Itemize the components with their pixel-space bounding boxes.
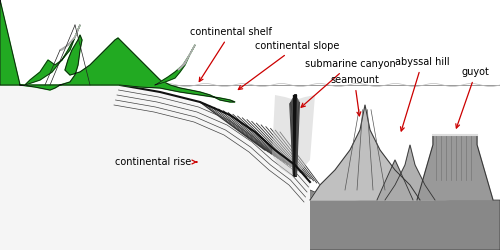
Polygon shape <box>417 135 493 200</box>
Polygon shape <box>0 85 310 250</box>
Polygon shape <box>155 45 195 85</box>
Polygon shape <box>272 95 315 175</box>
Polygon shape <box>310 105 420 200</box>
Text: seamount: seamount <box>330 75 379 116</box>
Text: abyssal hill: abyssal hill <box>395 57 450 131</box>
Polygon shape <box>178 45 195 70</box>
Polygon shape <box>0 0 235 102</box>
Polygon shape <box>25 25 80 85</box>
Polygon shape <box>385 145 435 200</box>
Polygon shape <box>377 160 413 200</box>
Text: continental slope: continental slope <box>238 41 340 90</box>
Text: continental rise: continental rise <box>115 157 197 167</box>
Polygon shape <box>60 25 80 50</box>
Text: guyot: guyot <box>456 67 490 128</box>
Polygon shape <box>0 142 500 250</box>
Text: continental shelf: continental shelf <box>190 27 272 82</box>
Text: submarine canyon: submarine canyon <box>301 59 396 107</box>
